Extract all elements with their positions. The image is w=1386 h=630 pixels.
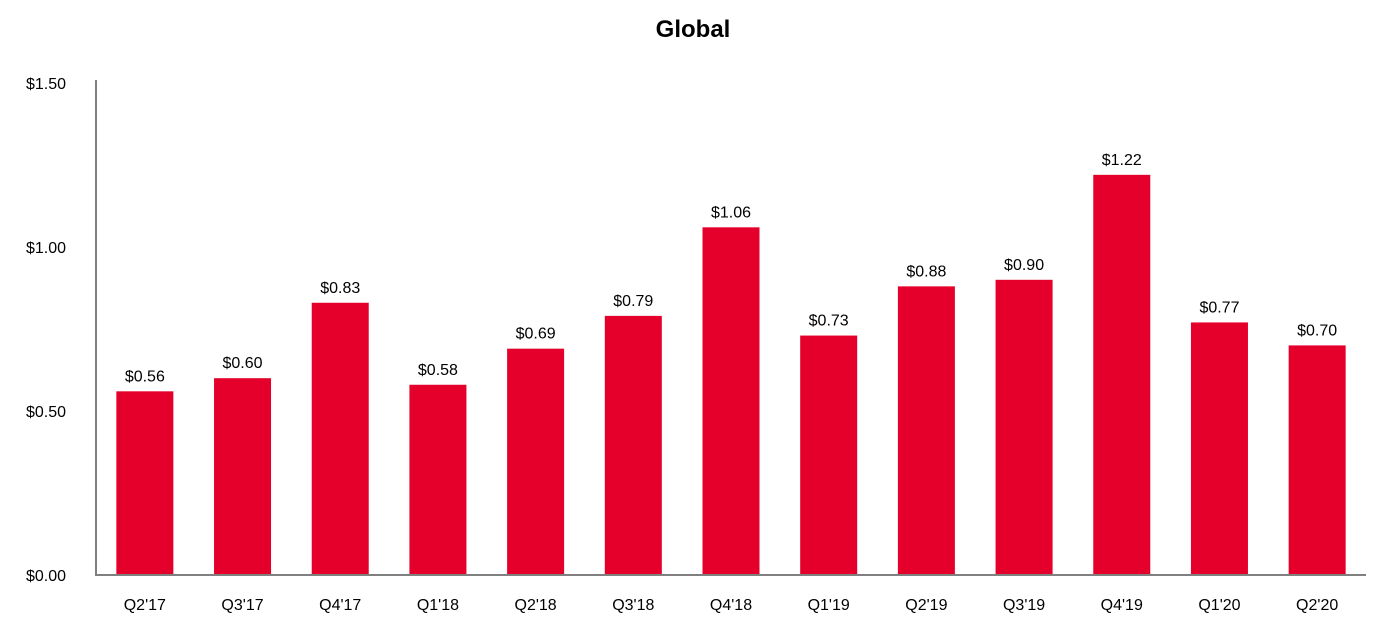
x-category-label: Q4'17 — [319, 597, 361, 614]
bar-value-label: $0.70 — [1297, 322, 1337, 339]
bar-value-label: $0.77 — [1199, 299, 1239, 316]
bar-value-label: $1.22 — [1102, 152, 1142, 169]
bar — [702, 227, 760, 575]
bar-value-label: $0.83 — [320, 280, 360, 297]
x-category-label: Q3'18 — [612, 597, 654, 614]
x-category-label: Q1'19 — [808, 597, 850, 614]
x-category-label: Q2'20 — [1296, 597, 1338, 614]
bar — [897, 286, 955, 575]
bar — [311, 302, 369, 575]
x-category-label: Q3'17 — [221, 597, 263, 614]
bar — [214, 378, 272, 575]
bar-value-label: $0.60 — [223, 355, 263, 372]
bar-value-label: $0.90 — [1004, 257, 1044, 274]
bar — [800, 335, 858, 575]
bar-value-label: $1.06 — [711, 204, 751, 221]
bar — [1190, 322, 1248, 575]
y-tick-label: $0.50 — [26, 404, 66, 421]
bar — [995, 279, 1053, 575]
x-category-label: Q3'19 — [1003, 597, 1045, 614]
bar — [116, 391, 174, 575]
bar — [1288, 345, 1346, 575]
bar — [409, 384, 467, 575]
x-category-label: Q4'19 — [1101, 597, 1143, 614]
bar-value-label: $0.88 — [906, 263, 946, 280]
bar — [507, 348, 565, 575]
chart-title: Global — [655, 16, 731, 43]
x-category-label: Q2'18 — [515, 597, 557, 614]
y-tick-label: $0.00 — [26, 568, 66, 585]
bar-value-label: $0.56 — [125, 368, 165, 385]
bar-value-label: $0.79 — [613, 293, 653, 310]
bar-value-label: $0.73 — [809, 313, 849, 330]
y-tick-label: $1.50 — [26, 76, 66, 93]
bar — [1093, 174, 1151, 575]
bar-value-label: $0.58 — [418, 362, 458, 379]
x-category-label: Q2'17 — [124, 597, 166, 614]
bar — [604, 315, 662, 575]
x-category-label: Q1'20 — [1198, 597, 1240, 614]
x-category-label: Q4'18 — [710, 597, 752, 614]
bar-value-label: $0.69 — [516, 326, 556, 343]
x-category-label: Q2'19 — [905, 597, 947, 614]
x-category-label: Q1'18 — [417, 597, 459, 614]
y-tick-label: $1.00 — [26, 240, 66, 257]
